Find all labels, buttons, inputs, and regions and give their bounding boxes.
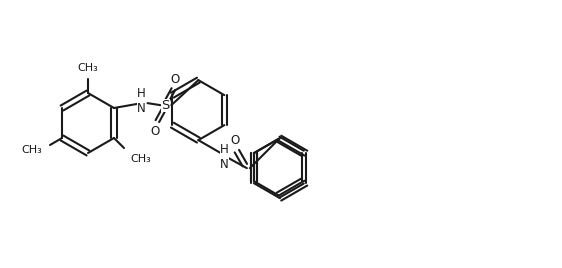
- Text: H
N: H N: [137, 87, 146, 115]
- Text: O: O: [171, 73, 180, 86]
- Text: O: O: [230, 134, 239, 147]
- Text: H
N: H N: [220, 143, 229, 171]
- Text: S: S: [161, 99, 170, 112]
- Text: O: O: [151, 125, 160, 138]
- Text: CH₃: CH₃: [130, 154, 151, 164]
- Text: CH₃: CH₃: [78, 63, 98, 73]
- Text: CH₃: CH₃: [21, 145, 42, 155]
